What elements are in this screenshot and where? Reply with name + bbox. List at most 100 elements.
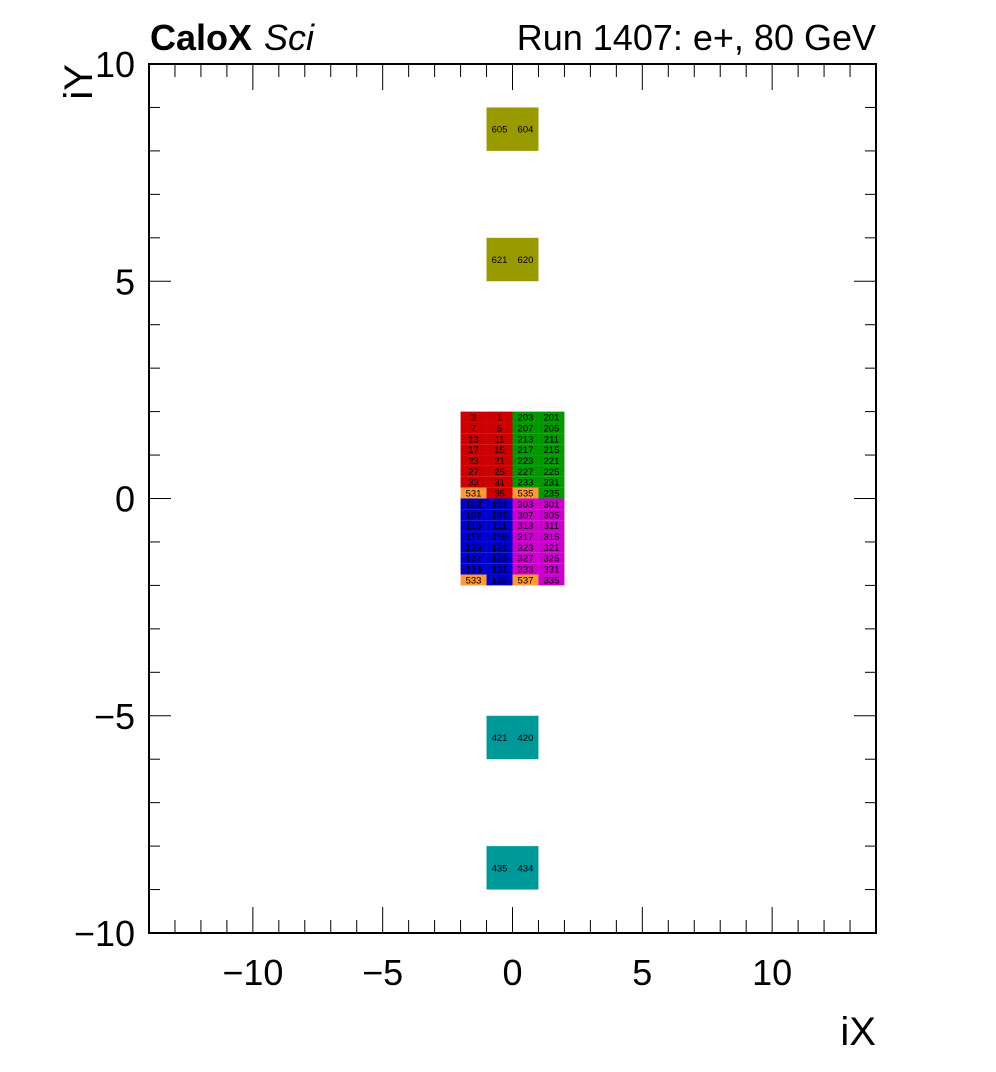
channel-cell-label: 31 [494, 478, 505, 489]
axes-layer: −10 −5 0 5 10 −10 −5 0 5 10 [74, 44, 877, 993]
channel-cell-label: 135 [492, 575, 508, 586]
channel-cell-label: 317 [518, 532, 534, 543]
channel-cell-label: 620 [518, 255, 534, 266]
channel-cell [460, 422, 487, 434]
channel-cell [460, 531, 487, 542]
channel-cell-label: 321 [544, 543, 560, 554]
channel-cell [512, 552, 539, 564]
channel-cell [486, 563, 513, 575]
channel-cell [486, 498, 513, 510]
channel-cell [460, 574, 487, 586]
channel-cell-label: 207 [518, 423, 534, 434]
channel-cell-label: 17 [468, 445, 479, 456]
channel-cell [538, 411, 565, 423]
channel-cell-label: 327 [518, 554, 534, 565]
channel-cell-label: 203 [518, 413, 534, 424]
channel-cell [486, 531, 513, 542]
channel-cell-label: 621 [492, 255, 508, 266]
channel-cell [538, 465, 565, 477]
channel-cell-label: 103 [466, 499, 482, 510]
channel-cell-label: 105 [492, 510, 508, 521]
channel-cell-label: 301 [544, 499, 560, 510]
channel-cell [512, 498, 539, 510]
channel-cell-label: 1 [497, 413, 502, 424]
channel-cell [538, 422, 565, 434]
channel-cell-label: 7 [471, 423, 476, 434]
channel-cell-label: 205 [544, 423, 560, 434]
channel-cell [538, 520, 565, 532]
run-info: Run 1407: e+, 80 GeV [517, 17, 876, 58]
channel-cell [512, 541, 539, 553]
channel-cell [486, 465, 513, 477]
channel-cell-label: 421 [492, 733, 508, 744]
y-tick-label: 0 [115, 479, 135, 520]
channel-cell [512, 422, 539, 434]
channel-cell [460, 487, 487, 499]
channel-cell [486, 411, 513, 423]
channel-cell-label: 435 [492, 863, 508, 874]
channel-cell [460, 455, 487, 466]
channel-cell-label: 235 [544, 489, 560, 500]
channel-cell-label: 117 [466, 532, 481, 543]
channel-cell-label: 233 [518, 478, 534, 489]
channel-cell [486, 574, 513, 586]
channel-cell-label: 121 [492, 543, 508, 554]
channel-cell [486, 552, 513, 564]
channel-cell-label: 331 [544, 565, 560, 576]
y-tick-label: −5 [94, 696, 135, 737]
channel-cell [486, 433, 513, 445]
channel-cell-label: 123 [466, 543, 482, 554]
channel-cell-label: 115 [492, 532, 507, 543]
channel-cell [538, 541, 565, 553]
channel-cell-label: 217 [518, 445, 534, 456]
channel-cell-label: 325 [544, 554, 560, 565]
channel-cell-label: 315 [544, 532, 560, 543]
channel-cell [512, 237, 539, 282]
channel-cell [538, 563, 565, 575]
channel-cell-label: 35 [494, 489, 505, 500]
channel-cell [460, 476, 487, 488]
channel-cell-label: 125 [492, 554, 508, 565]
channel-cell [512, 476, 539, 488]
channel-cell-label: 111 [492, 521, 506, 532]
brand-italic: Sci [264, 17, 315, 58]
channel-cell [538, 531, 565, 542]
channel-cell [538, 552, 565, 564]
channel-cell-label: 311 [544, 521, 559, 532]
channel-cell-label: 213 [518, 434, 534, 445]
channel-cell-label: 434 [518, 863, 534, 874]
channel-cell-label: 420 [518, 733, 534, 744]
channel-cell-label: 33 [468, 478, 479, 489]
x-tick-label: 10 [752, 952, 792, 993]
channel-cell [486, 541, 513, 553]
channel-cell-label: 531 [466, 489, 482, 500]
channel-cell [512, 107, 539, 151]
channel-cell-label: 131 [492, 565, 508, 576]
channel-cell [486, 846, 513, 890]
channel-cell [486, 107, 513, 151]
channel-cell [486, 237, 513, 282]
channel-cell-label: 211 [544, 434, 559, 445]
x-axis-title: iX [840, 1010, 876, 1054]
channel-cell [486, 476, 513, 488]
channel-cell-label: 604 [518, 125, 534, 136]
channel-cell [512, 411, 539, 423]
channel-cell [512, 563, 539, 575]
channel-cell [460, 541, 487, 553]
channel-cell-label: 3 [471, 413, 476, 424]
channel-cell [512, 574, 539, 586]
channel-cell-label: 333 [518, 565, 534, 576]
channel-cell-label: 23 [468, 456, 479, 467]
channel-cell-label: 101 [492, 499, 508, 510]
channel-cell-label: 535 [518, 489, 534, 500]
y-tick-label: 5 [115, 261, 135, 302]
channel-cell [538, 509, 565, 521]
channel-cell-label: 307 [518, 510, 534, 521]
x-tick-label: 0 [502, 952, 522, 993]
y-tick-label: −10 [74, 913, 135, 954]
channel-cell [460, 498, 487, 510]
channel-cell-label: 537 [518, 575, 534, 586]
brand-label: CaloX Sci [150, 17, 315, 58]
channel-cell [460, 552, 487, 564]
